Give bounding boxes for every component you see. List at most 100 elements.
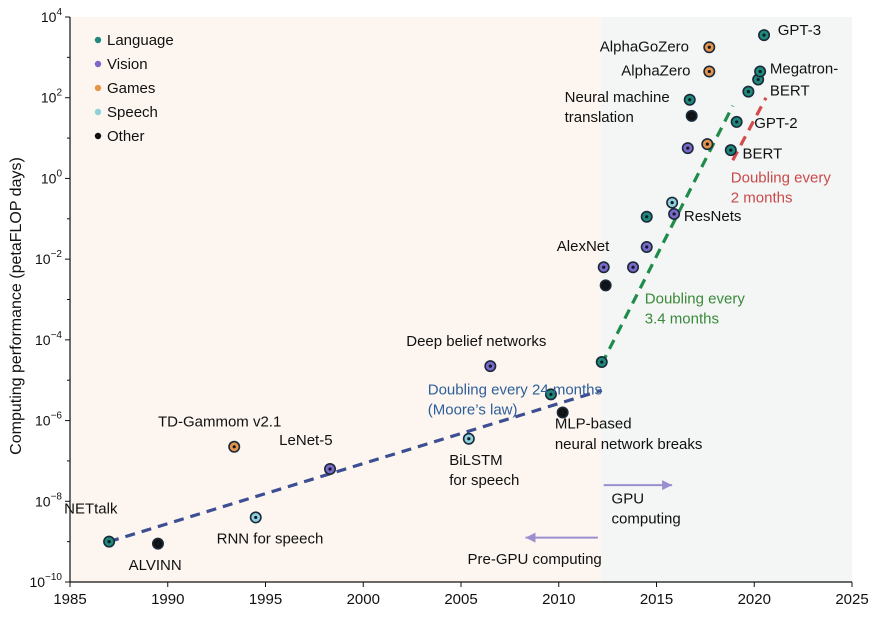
annotation-text: Doubling every 24 months [428,381,602,398]
point-label: Neural machine [565,89,670,106]
point-label: Deep belief networks [406,333,546,350]
data-point-center [156,542,160,546]
point-label: GPT-2 [754,115,797,132]
y-tick-label: 10−4 [35,330,62,348]
trend-doubling-2-months [731,96,768,162]
legend-label-games: Games [107,80,155,97]
annotation-text: 3.4 months [645,311,719,328]
annotation-text: 2 months [731,190,793,207]
data-point-center [602,265,606,269]
y-tick-label: 10−10 [29,572,62,590]
gpu-era-arrows [525,480,673,543]
data-point-center [686,146,690,150]
data-points [103,29,771,550]
legend-label-language: Language [107,32,174,49]
point-label: BiLSTM [449,452,502,469]
point-labels: NETtalk ALVINN TD-Gammom v2.1 RNN for speec… [64,22,838,574]
data-point-center [604,283,608,287]
data-point-center [631,265,635,269]
data-point-center [707,69,711,74]
y-tick-label: 10−2 [35,249,62,267]
y-tick-label: 104 [41,7,63,25]
data-point-center [328,467,332,471]
annotation-text: (Moore’s law) [428,402,518,419]
legend-marker-games [94,84,102,92]
trend-moores-law [108,388,603,544]
data-point-center [254,515,258,520]
x-tick-label: 1995 [249,591,282,608]
point-label: ALVINN [129,557,182,574]
annotation-text: Doubling every [645,291,746,308]
region-gpu [601,17,852,582]
data-point-center [467,437,471,441]
x-tick-label: 2010 [542,591,575,608]
region-pre-gpu [70,17,602,582]
data-point-center [670,201,674,205]
point-label: AlphaZero [621,63,690,80]
data-point-center [756,77,760,82]
data-point-center [758,69,762,74]
x-tick-label: 1990 [151,591,184,608]
point-label: AlphaGoZero [600,38,689,55]
pre-gpu-arrow-head [525,532,536,543]
legend-label-vision: Vision [107,56,148,73]
data-point-center [561,410,565,415]
legend: Language Vision Games Speech Other [94,32,174,145]
legend-marker-vision [94,60,102,68]
point-label: GPT-3 [778,22,821,39]
data-point-center [705,142,709,146]
point-label: translation [565,109,634,126]
legend-label-other: Other [107,128,145,145]
data-point-center [488,364,492,368]
annotation-text: Pre-GPU computing [468,551,602,568]
annotation-text: GPU [612,490,645,507]
y-tick-label: 100 [41,168,63,186]
point-label: NETtalk [64,500,118,517]
x-tick-label: 2025 [835,591,868,608]
point-label: BERT [743,145,783,162]
x-tick-label: 2015 [640,591,673,608]
x-tick-label: 2005 [444,591,477,608]
y-tick-label: 102 [41,88,63,106]
point-label: neural network breaks [555,436,703,453]
axes: 1985 1990 1995 2000 2005 2010 2015 2020 2025 104 1… [29,7,868,608]
point-label: RNN for speech [217,531,324,548]
annotation-text: computing [612,510,681,527]
data-point-center [549,392,553,396]
data-point-center [645,245,649,249]
y-tick-label: 10−8 [35,491,62,509]
data-point-center [688,98,692,102]
data-point-center [690,114,694,118]
point-label: MLP-based [555,416,632,433]
point-label: BERT [770,83,810,100]
legend-label-speech: Speech [107,104,158,121]
legend-marker-language [94,36,102,44]
point-label: TD-Gammom v2.1 [158,414,281,431]
annotation-text: Doubling every [731,169,832,186]
legend-marker-speech [94,108,102,116]
point-label: LeNet-5 [279,432,332,449]
point-label: for speech [449,472,519,489]
annotations: Doubling every 24 months (Moore’s law) Dou… [428,169,832,567]
background-regions [70,17,852,582]
legend-marker-other [94,132,102,140]
data-point-center [672,212,676,216]
gpu-arrow-head [662,480,673,491]
data-point-center [107,540,111,544]
x-tick-label: 2020 [738,591,771,608]
data-point-center [729,148,733,152]
data-point-center [746,90,750,94]
point-label: AlexNet [557,238,610,255]
y-tick-label: 10−6 [35,411,62,429]
data-point-center [707,45,711,49]
y-axis-label: Computing performance (petaFLOP days) [8,157,25,455]
point-label: Megatron- [770,61,838,78]
data-point-center [600,360,604,364]
x-tick-label: 1985 [53,591,86,608]
data-point-center [232,445,236,449]
point-label: ResNets [684,208,742,225]
data-point-center [735,120,739,124]
data-point-center [645,215,649,219]
x-tick-label: 2000 [347,591,380,608]
